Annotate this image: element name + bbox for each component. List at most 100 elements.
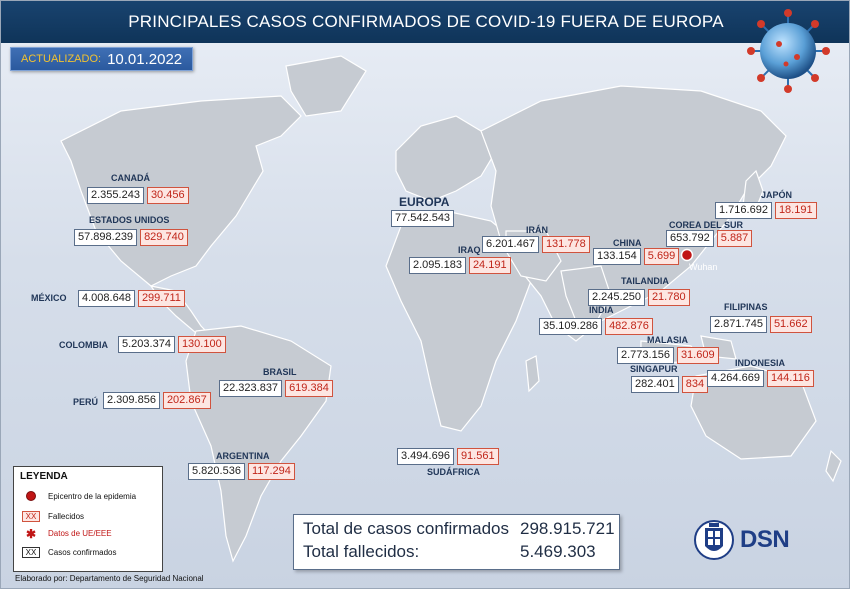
deaths-india: 482.876 xyxy=(605,318,653,335)
total-deaths-value: 5.469.303 xyxy=(520,542,596,561)
confirmed-tailandia: 2.245.250 xyxy=(588,289,645,306)
country-label-filipinas: FILIPINAS xyxy=(724,302,768,312)
confirmed-iraq: 2.095.183 xyxy=(409,257,466,274)
country-stats-europa: 77.542.543 xyxy=(391,210,455,227)
confirmed-india: 35.109.286 xyxy=(539,318,603,335)
deaths-indonesia: 144.116 xyxy=(766,370,814,387)
confirmed-iran: 6.201.467 xyxy=(482,236,539,253)
deaths-iraq: 24.191 xyxy=(468,257,511,274)
country-label-china: CHINA xyxy=(613,238,642,248)
confirmed-legend-symbol: XX xyxy=(21,547,41,558)
dsn-logo: DSN xyxy=(694,518,790,562)
legend-title: LEYENDA xyxy=(20,471,68,482)
country-label-tailandia: TAILANDIA xyxy=(621,276,669,286)
header-bar: PRINCIPALES CASOS CONFIRMADOS DE COVID-1… xyxy=(1,1,849,43)
country-label-iran: IRÁN xyxy=(526,225,548,235)
deaths-mexico: 299.711 xyxy=(137,290,185,307)
credit-text: Elaborado por: Departamento de Seguridad… xyxy=(15,574,204,583)
coronavirus-icon xyxy=(747,9,830,93)
legend-deaths-label: Fallecidos xyxy=(48,512,85,521)
deaths-singapur: 834 xyxy=(681,376,709,393)
country-label-brasil: BRASIL xyxy=(263,367,297,377)
country-stats-japon: 1.716.692 18.191 xyxy=(715,202,817,219)
confirmed-usa: 57.898.239 xyxy=(74,229,138,246)
update-badge: ACTUALIZADO: 10.01.2022 xyxy=(10,47,194,71)
legend-eu-label: Datos de UE/EEE xyxy=(48,529,112,538)
confirmed-japon: 1.716.692 xyxy=(715,202,772,219)
deaths-iran: 131.778 xyxy=(541,236,590,253)
deaths-filipinas: 51.662 xyxy=(769,316,812,333)
country-stats-canada: 2.355.243 30.456 xyxy=(87,187,189,204)
country-label-iraq: IRAQ xyxy=(458,245,481,255)
confirmed-brasil: 22.323.837 xyxy=(219,380,283,397)
country-stats-indonesia: 4.264.669 144.116 xyxy=(707,370,814,387)
country-stats-brasil: 22.323.837 619.384 xyxy=(219,380,333,397)
country-stats-peru: 2.309.856 202.867 xyxy=(103,392,211,409)
country-stats-iran: 6.201.467 131.778 xyxy=(482,236,590,253)
confirmed-canada: 2.355.243 xyxy=(87,187,144,204)
confirmed-malasia: 2.773.156 xyxy=(617,347,674,364)
country-stats-singapur: 282.401 834 xyxy=(631,376,709,393)
deaths-canada: 30.456 xyxy=(146,187,189,204)
confirmed-argentina: 5.820.536 xyxy=(188,463,245,480)
epicenter-label: Wuhan xyxy=(689,262,718,272)
deaths-usa: 829.740 xyxy=(140,229,188,246)
country-label-usa: ESTADOS UNIDOS xyxy=(89,215,170,225)
update-label: ACTUALIZADO: xyxy=(21,53,102,65)
legend-item-eu: ✱ Datos de UE/EEE xyxy=(20,526,112,541)
confirmed-peru: 2.309.856 xyxy=(103,392,160,409)
total-confirmed-label: Total de casos confirmados xyxy=(303,519,509,538)
country-stats-mexico: 4.008.648 299.711 xyxy=(78,290,185,307)
country-label-mexico: MÉXICO xyxy=(31,293,67,303)
country-stats-malasia: 2.773.156 31.609 xyxy=(617,347,719,364)
country-label-malasia: MALASIA xyxy=(647,335,688,345)
legend-epicenter-label: Epicentro de la epidemia xyxy=(48,491,137,501)
confirmed-indonesia: 4.264.669 xyxy=(707,370,764,387)
country-label-indonesia: INDONESIA xyxy=(735,358,786,368)
legend-confirmed-label: Casos confirmados xyxy=(48,548,117,557)
country-label-singapur: SINGAPUR xyxy=(630,364,678,374)
country-label-canada: CANADÁ xyxy=(111,173,150,183)
country-label-india: INDIA xyxy=(589,305,614,315)
page-title: PRINCIPALES CASOS CONFIRMADOS DE COVID-1… xyxy=(128,12,724,31)
country-stats-filipinas: 2.871.745 51.662 xyxy=(710,316,812,333)
legend: LEYENDA Epicentro de la epidemia XX Fall… xyxy=(13,466,163,572)
country-stats-china: 133.154 5.699 xyxy=(593,248,680,265)
deaths-peru: 202.867 xyxy=(162,392,211,409)
deaths-legend-symbol: XX xyxy=(21,511,41,522)
deaths-corea: 5.887 xyxy=(716,230,753,247)
confirmed-china: 133.154 xyxy=(593,248,641,265)
epicenter-dot-icon xyxy=(680,248,694,262)
deaths-argentina: 117.294 xyxy=(247,463,295,480)
country-label-peru: PERÚ xyxy=(73,397,99,407)
confirmed-singapur: 282.401 xyxy=(631,376,679,393)
legend-item-deaths: XX Fallecidos xyxy=(20,511,84,522)
spain-coat-of-arms-icon xyxy=(694,520,734,560)
deaths-brasil: 619.384 xyxy=(285,380,333,397)
update-date: 10.01.2022 xyxy=(107,50,183,68)
country-label-sudafrica: SUDÁFRICA xyxy=(427,467,480,477)
country-stats-colombia: 5.203.374 130.100 xyxy=(118,336,226,353)
eu-asterisk-icon: ✱ xyxy=(25,526,37,541)
region-label-europa: EUROPA xyxy=(399,195,450,209)
deaths-japon: 18.191 xyxy=(774,202,817,219)
confirmed-mexico: 4.008.648 xyxy=(78,290,135,307)
country-stats-argentina: 5.820.536 117.294 xyxy=(188,463,295,480)
country-stats-iraq: 2.095.183 24.191 xyxy=(409,257,511,274)
country-stats-corea: 653.792 5.887 xyxy=(666,230,753,247)
legend-item-confirmed: XX Casos confirmados xyxy=(20,547,116,558)
confirmed-filipinas: 2.871.745 xyxy=(710,316,767,333)
country-stats-india: 35.109.286 482.876 xyxy=(539,318,653,335)
epicenter-legend-icon xyxy=(26,491,36,501)
deaths-sudafrica: 91.561 xyxy=(456,448,499,465)
country-label-argentina: ARGENTINA xyxy=(216,451,270,461)
country-label-colombia: COLOMBIA xyxy=(59,340,108,350)
country-stats-usa: 57.898.239 829.740 xyxy=(74,229,188,246)
confirmed-sudafrica: 3.494.696 xyxy=(397,448,454,465)
confirmed-colombia: 5.203.374 xyxy=(118,336,175,353)
country-stats-tailandia: 2.245.250 21.780 xyxy=(588,289,690,306)
totals-box: Total de casos confirmados 298.915.721 T… xyxy=(293,514,620,570)
legend-item-epicenter: Epicentro de la epidemia xyxy=(20,491,136,501)
deaths-china: 5.699 xyxy=(643,248,680,265)
